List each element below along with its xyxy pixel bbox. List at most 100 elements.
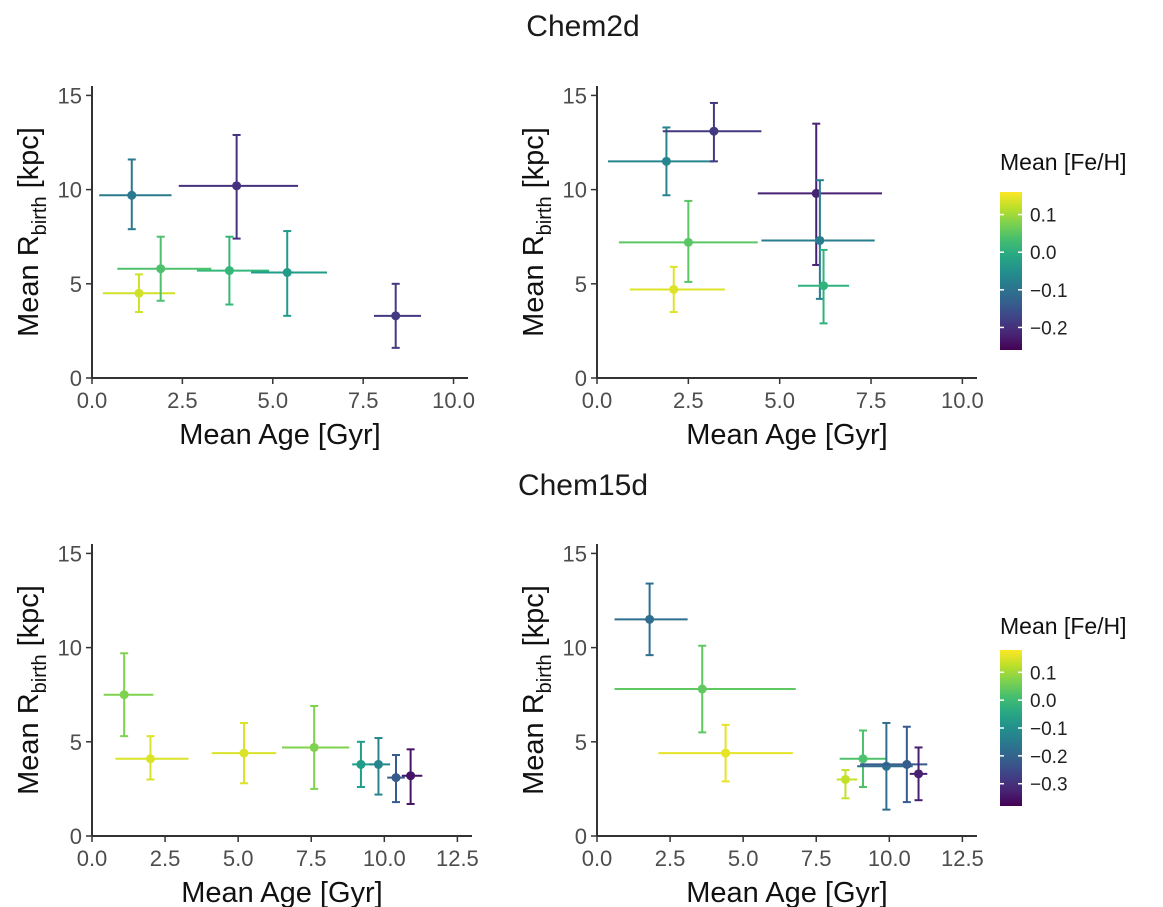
data-point	[282, 705, 350, 790]
data-point	[618, 199, 758, 283]
point-marker	[373, 759, 383, 769]
point-marker	[239, 748, 249, 758]
colorbar	[1000, 650, 1022, 806]
data-point	[909, 746, 928, 802]
data-point	[761, 179, 875, 300]
point-marker	[406, 771, 416, 781]
point-marker	[858, 754, 868, 764]
point-marker	[709, 126, 719, 136]
x-axis-title: Mean Age [Gyr]	[179, 419, 381, 451]
colorbar-legend-bottom: Mean [Fe/H] 0.1 0.0 −0.1 −0.2 −0.3	[1000, 613, 1127, 806]
y-axis-title: Mean Rbirth [kpc]	[13, 127, 51, 337]
y-tick-label: 10	[58, 178, 82, 203]
data-point	[662, 101, 762, 163]
colorbar-legend-top: Mean [Fe/H] 0.1 0.0 −0.1 −0.2	[1000, 149, 1127, 350]
data-point	[99, 158, 172, 231]
point-marker	[819, 281, 829, 291]
data-point	[401, 748, 423, 805]
point-marker	[683, 237, 693, 247]
data-point	[178, 133, 299, 240]
y-axis-title: Mean Rbirth [kpc]	[518, 585, 556, 795]
panel-chem2d-left: 0.0 2.5 5.0 7.5 10.0 0 5 10 15 Mean Age [Gyr] Mean…	[13, 83, 475, 451]
colorbar-tick-label: 0.1	[1030, 206, 1056, 227]
x-tick-label: 0.0	[77, 846, 108, 871]
point-marker	[134, 288, 144, 298]
x-tick-label: 10.0	[363, 846, 406, 871]
y-tick-label: 0	[70, 366, 82, 391]
data-point	[251, 230, 327, 317]
data-point	[115, 735, 189, 781]
x-axis-title: Mean Age [Gyr]	[686, 877, 888, 907]
point-marker	[282, 268, 292, 278]
point-marker	[127, 190, 137, 200]
point-marker	[309, 742, 319, 752]
colorbar-tick-label: −0.1	[1030, 719, 1068, 740]
y-tick-label: 10	[563, 636, 587, 661]
data-point	[614, 644, 796, 734]
point-marker	[914, 769, 924, 779]
y-tick-label: 15	[563, 541, 587, 566]
data-point	[196, 235, 270, 306]
x-tick-label: 5.0	[257, 388, 288, 413]
legend-title: Mean [Fe/H]	[1000, 149, 1127, 175]
x-tick-label: 7.5	[296, 846, 327, 871]
data-point	[211, 721, 277, 785]
panel-chem15d-left: 0.0 2.5 5.0 7.5 10.0 12.5 0 5 10 15 Mean Age [Gyr]…	[13, 541, 479, 907]
data-point	[860, 725, 928, 804]
section-title-chem2d: Chem2d	[526, 10, 639, 43]
y-tick-label: 10	[563, 178, 587, 203]
panel-chem2d-right: 0.0 2.5 5.0 7.5 10.0 0 5 10 15 Mean Age [Gyr] Mean…	[518, 83, 984, 451]
point-marker	[145, 754, 155, 764]
point-marker	[391, 773, 401, 783]
point-marker	[697, 684, 707, 694]
point-marker	[119, 690, 129, 700]
data-point	[103, 652, 154, 738]
data-point	[658, 723, 793, 783]
y-tick-label: 5	[70, 272, 82, 297]
x-tick-label: 12.5	[436, 846, 479, 871]
x-tick-label: 2.5	[150, 846, 181, 871]
data-point	[369, 737, 391, 796]
x-tick-label: 10.0	[941, 388, 984, 413]
colorbar-tick-label: −0.2	[1030, 318, 1068, 339]
y-axis-title: Mean Rbirth [kpc]	[518, 127, 556, 337]
legend-title: Mean [Fe/H]	[1000, 613, 1127, 639]
y-tick-label: 5	[575, 730, 587, 755]
point-marker	[391, 311, 401, 321]
x-tick-label: 7.5	[348, 388, 379, 413]
x-axis-title: Mean Age [Gyr]	[686, 419, 888, 451]
x-axis-title: Mean Age [Gyr]	[181, 877, 383, 907]
panel-chem15d-right: 0.0 2.5 5.0 7.5 10.0 12.5 0 5 10 15 Mean Age [Gyr]…	[518, 541, 984, 907]
x-tick-label: 5.0	[764, 388, 795, 413]
data-point	[836, 769, 858, 800]
y-tick-label: 15	[563, 83, 587, 108]
point-marker	[645, 614, 655, 624]
y-axis-title: Mean Rbirth [kpc]	[13, 585, 51, 795]
point-marker	[232, 181, 242, 191]
point-marker	[811, 188, 821, 198]
point-marker	[902, 759, 912, 769]
x-tick-label: 0.0	[77, 388, 108, 413]
data-point	[387, 753, 405, 804]
point-marker	[661, 156, 671, 166]
data-point	[352, 740, 373, 789]
x-tick-label: 12.5	[941, 846, 984, 871]
data-point	[797, 248, 850, 325]
point-marker	[815, 235, 825, 245]
y-tick-label: 15	[58, 541, 82, 566]
data-point	[117, 235, 212, 302]
x-tick-label: 5.0	[728, 846, 759, 871]
x-tick-label: 10.0	[868, 846, 911, 871]
y-tick-label: 15	[58, 83, 82, 108]
colorbar-tick-label: −0.3	[1030, 775, 1068, 796]
data-point	[839, 729, 887, 789]
point-marker	[669, 284, 679, 294]
y-tick-label: 10	[58, 636, 82, 661]
colorbar-tick-label: −0.2	[1030, 747, 1068, 768]
point-marker	[840, 774, 850, 784]
y-tick-label: 0	[575, 366, 587, 391]
y-tick-label: 0	[70, 824, 82, 849]
x-tick-label: 0.0	[582, 388, 613, 413]
x-tick-label: 7.5	[801, 846, 832, 871]
